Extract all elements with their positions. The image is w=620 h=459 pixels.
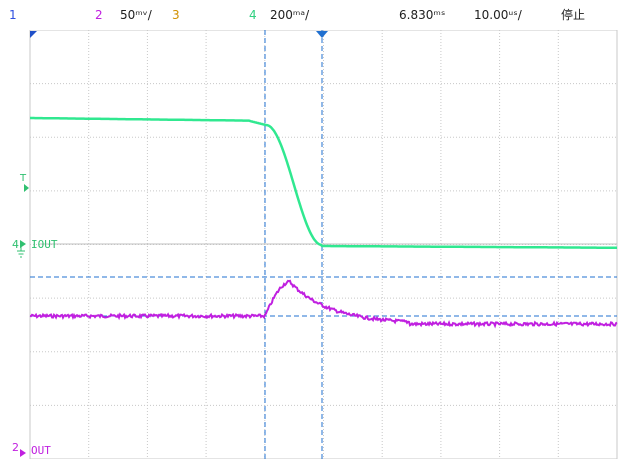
time-per-div[interactable]: 10.00ᵘˢ/ xyxy=(474,8,522,22)
ch1-corner-icon xyxy=(30,31,37,38)
ch2-scale[interactable]: 50ᵐᵛ/ xyxy=(120,8,152,22)
ch2-offset-icon[interactable] xyxy=(20,449,26,457)
ch4-marker: 4 xyxy=(12,238,19,251)
ch2-trace-label: OUT xyxy=(31,444,51,457)
trigger-level-icon[interactable] xyxy=(24,184,29,192)
ch3-label[interactable]: 3 xyxy=(172,8,180,22)
run-state[interactable]: 停止 xyxy=(561,8,586,22)
ch4-trace xyxy=(30,116,617,250)
status-bar: 1 2 50ᵐᵛ/ 3 4 200ᵐᵃ/ 6.830ᵐˢ 10.00ᵘˢ/ 停止 xyxy=(0,0,620,30)
ch4-scale[interactable]: 200ᵐᵃ/ xyxy=(270,8,310,22)
ch2-marker: 2 xyxy=(12,441,19,454)
ch4-label[interactable]: 4 xyxy=(249,8,257,22)
ch2-trace xyxy=(29,279,618,329)
trigger-position-icon[interactable] xyxy=(316,31,328,38)
ch1-label[interactable]: 1 xyxy=(9,8,17,22)
ch2-label[interactable]: 2 xyxy=(95,8,103,22)
trigger-level-label: T xyxy=(19,173,27,184)
trigger-time[interactable]: 6.830ᵐˢ xyxy=(399,8,446,22)
ch4-trace-label: IOUT xyxy=(31,238,58,251)
ch4-ground-icon xyxy=(17,246,25,258)
